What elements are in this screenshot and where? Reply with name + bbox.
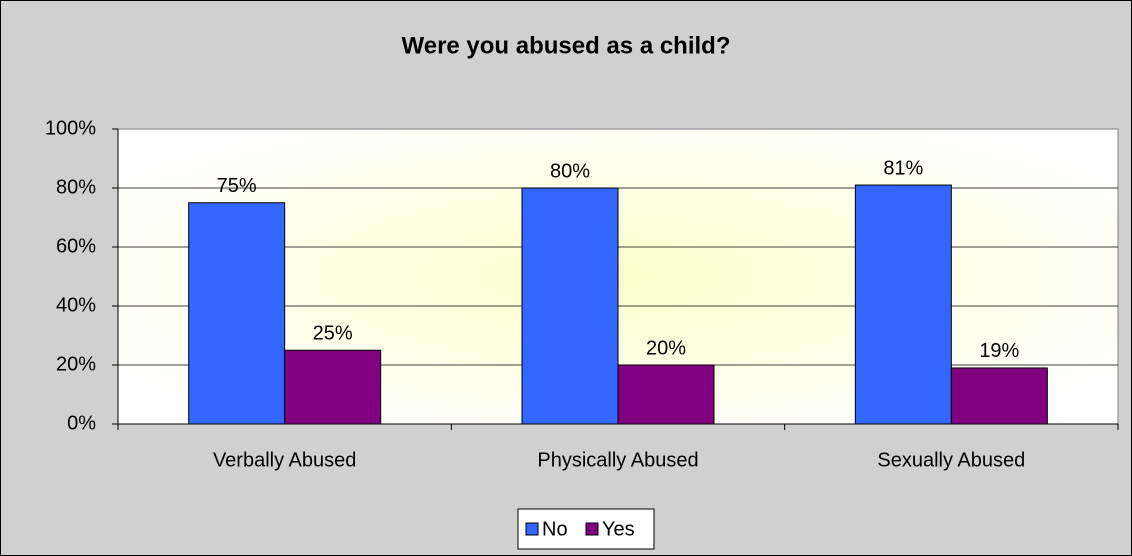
y-tick-label: 0%: [67, 412, 96, 434]
y-tick-label: 40%: [56, 294, 96, 316]
legend-label: Yes: [602, 518, 635, 540]
data-label: 19%: [979, 340, 1019, 362]
legend-swatch: [525, 522, 539, 536]
data-label: 25%: [313, 323, 353, 345]
x-tick-label: Physically Abused: [537, 449, 698, 471]
y-tick-label: 100%: [45, 117, 96, 139]
chart-title: Were you abused as a child?: [402, 32, 731, 59]
x-tick-label: Sexually Abused: [877, 449, 1025, 471]
y-tick-label: 80%: [56, 176, 96, 198]
legend-label: No: [542, 518, 568, 540]
legend: No Yes: [517, 508, 655, 550]
bar: [854, 184, 952, 425]
data-label: 75%: [217, 175, 257, 197]
bar: [284, 349, 382, 425]
data-label: 80%: [550, 160, 590, 182]
data-label: 81%: [883, 157, 923, 179]
y-tick-label: 20%: [56, 353, 96, 375]
bar: [617, 364, 715, 425]
legend-swatch: [585, 522, 599, 536]
x-tick-label: Verbally Abused: [213, 449, 356, 471]
bar: [521, 187, 619, 425]
bar: [188, 202, 286, 425]
data-label: 20%: [646, 337, 686, 359]
bar: [950, 367, 1048, 425]
y-tick-label: 60%: [56, 235, 96, 257]
